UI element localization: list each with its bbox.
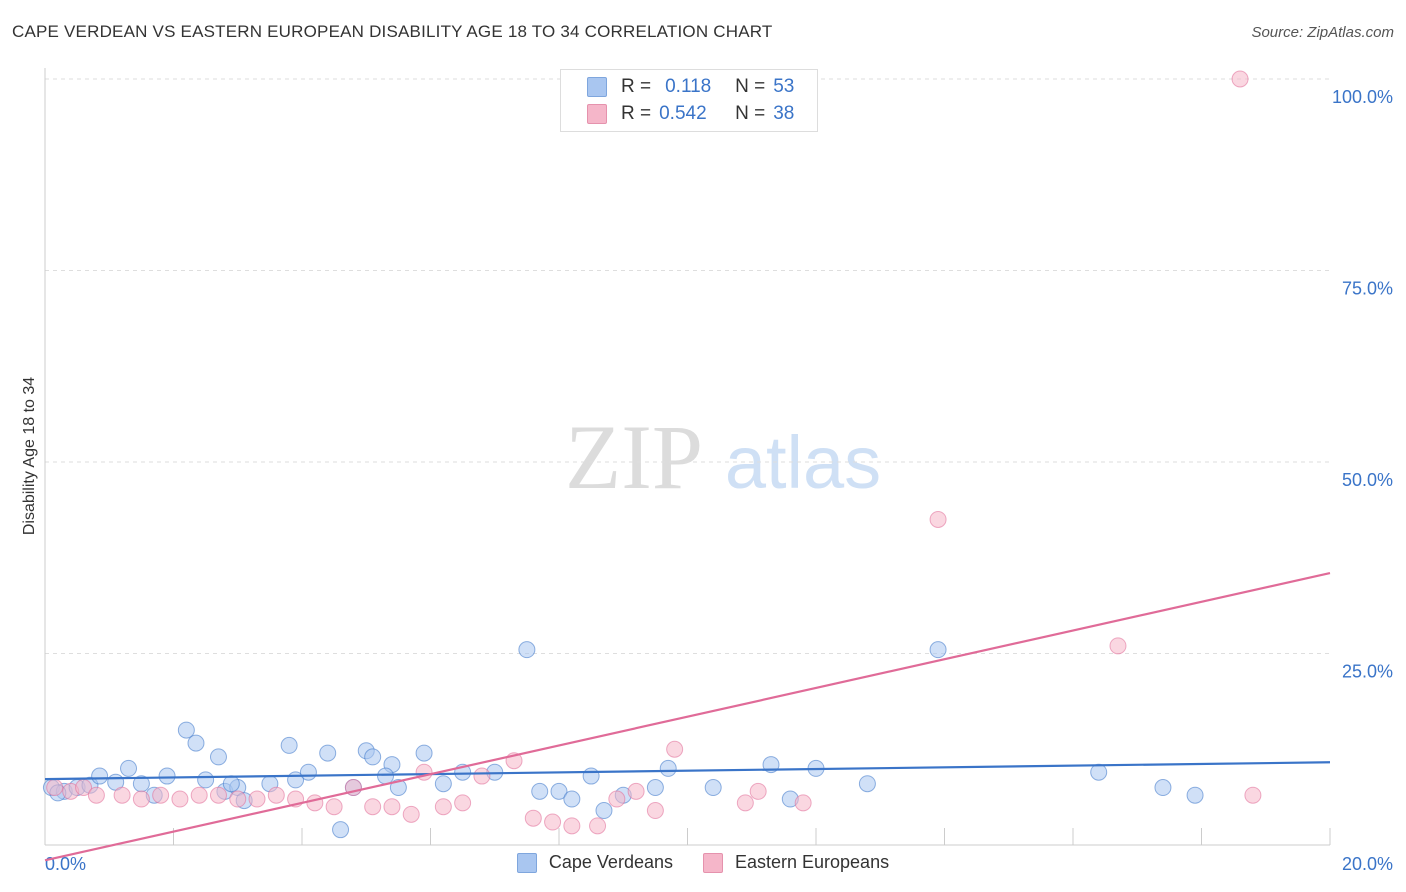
eastern-european-point <box>608 790 626 808</box>
eastern-european-point <box>1231 70 1249 88</box>
y-tick-label: 25.0% <box>1342 662 1393 682</box>
eastern-european-point <box>794 794 812 812</box>
cape-verdean-point <box>704 779 722 797</box>
cape-verdean-point <box>518 641 536 659</box>
watermark-atlas: atlas <box>725 421 881 504</box>
cape-verdean-point <box>209 748 227 766</box>
legend-r-value: 0.542 <box>659 103 707 124</box>
cape-verdean-point <box>1154 779 1172 797</box>
cape-verdean-point <box>415 744 433 762</box>
eastern-european-point <box>248 790 266 808</box>
chart-source: Source: ZipAtlas.com <box>1251 24 1394 41</box>
cape-verdean-point <box>158 767 176 785</box>
eastern-european-point <box>306 794 324 812</box>
cape-verdean-point <box>1186 786 1204 804</box>
eastern-european-point <box>736 794 754 812</box>
eastern-european-point <box>627 782 645 800</box>
cape-verdean-point <box>389 779 407 797</box>
eastern-european-point <box>383 798 401 816</box>
eastern-european-point <box>1109 637 1127 655</box>
eastern-european-point <box>229 790 247 808</box>
eastern-european-point <box>1244 786 1262 804</box>
cape-verdean-point <box>377 767 395 785</box>
eastern-european-point <box>267 786 285 804</box>
eastern-european-point <box>434 798 452 816</box>
eastern-european-trendline <box>44 571 1331 862</box>
cape-verdean-point <box>1090 763 1108 781</box>
cape-verdean-point <box>222 775 240 793</box>
cape-verdean-point <box>177 721 195 739</box>
legend-swatch-pink <box>587 104 607 124</box>
legend-n-label: N = <box>735 103 766 124</box>
legend-swatch-blue <box>587 77 607 97</box>
cape-verdean-point <box>319 744 337 762</box>
eastern-european-point <box>473 767 491 785</box>
eastern-european-point <box>646 802 664 820</box>
cape-verdean-point <box>646 779 664 797</box>
cape-verdean-point <box>299 763 317 781</box>
y-tick-label: 75.0% <box>1342 279 1393 299</box>
eastern-european-point <box>402 805 420 823</box>
eastern-european-point <box>171 790 189 808</box>
cape-verdean-point <box>531 782 549 800</box>
cape-verdean-point <box>197 771 215 789</box>
series-legend-eastern-europeans: Eastern Europeans <box>702 852 890 873</box>
cape-verdean-trendline <box>44 761 1331 781</box>
eastern-european-point <box>749 782 767 800</box>
cape-verdean-point <box>582 767 600 785</box>
chart-title: CAPE VERDEAN VS EASTERN EUROPEAN DISABIL… <box>12 22 773 41</box>
eastern-european-point <box>544 813 562 831</box>
eastern-european-point <box>152 786 170 804</box>
eastern-european-point <box>454 794 472 812</box>
series-swatch-pink <box>702 852 723 873</box>
eastern-european-point <box>113 786 131 804</box>
eastern-european-point <box>589 817 607 835</box>
eastern-european-point <box>190 786 208 804</box>
cape-verdean-point <box>550 782 568 800</box>
cape-verdean-point <box>563 790 581 808</box>
watermark-zip: ZIP <box>565 406 703 508</box>
eastern-european-point <box>209 786 227 804</box>
eastern-european-point <box>325 798 343 816</box>
cape-verdean-point <box>858 775 876 793</box>
legend-row-cape-verdeans: R = 0.118 N = 53 <box>587 75 794 99</box>
legend-n-value: 38 <box>773 103 795 124</box>
series-swatch-blue <box>516 852 537 873</box>
series-label: Eastern Europeans <box>734 852 890 872</box>
eastern-european-point <box>132 790 150 808</box>
cape-verdean-point <box>434 775 452 793</box>
cape-verdean-point <box>120 759 138 777</box>
cape-verdean-point <box>929 641 947 659</box>
y-tick-label: 50.0% <box>1342 470 1393 490</box>
cape-verdean-point <box>595 802 613 820</box>
y-tick-label: 100.0% <box>1332 87 1393 107</box>
stats-legend: R = 0.118 N = 53 R = 0.542 N = 38 <box>560 69 818 132</box>
eastern-european-point <box>666 740 684 758</box>
cape-verdean-point <box>91 767 109 785</box>
eastern-european-point <box>87 786 105 804</box>
cape-verdean-point <box>332 821 350 839</box>
legend-r-label: R = <box>621 103 652 124</box>
eastern-european-point <box>929 510 947 528</box>
legend-n-label: N = <box>735 76 766 97</box>
cape-verdean-point <box>187 734 205 752</box>
eastern-european-point <box>46 779 64 797</box>
cape-verdean-point <box>280 736 298 754</box>
cape-verdean-point <box>364 748 382 766</box>
legend-r-label: R = <box>621 76 652 97</box>
eastern-european-point <box>524 809 542 827</box>
x-tick-label: 20.0% <box>1342 854 1393 874</box>
eastern-european-point <box>563 817 581 835</box>
series-legend-cape-verdeans: Cape Verdeans <box>516 852 673 873</box>
series-legend: Cape Verdeans Eastern Europeans <box>0 852 1406 873</box>
legend-row-eastern-europeans: R = 0.542 N = 38 <box>587 102 794 126</box>
legend-r-value: 0.118 <box>665 76 712 97</box>
series-label: Cape Verdeans <box>548 852 673 872</box>
eastern-european-point <box>364 798 382 816</box>
cape-verdean-point <box>659 759 677 777</box>
legend-n-value: 53 <box>773 76 795 97</box>
